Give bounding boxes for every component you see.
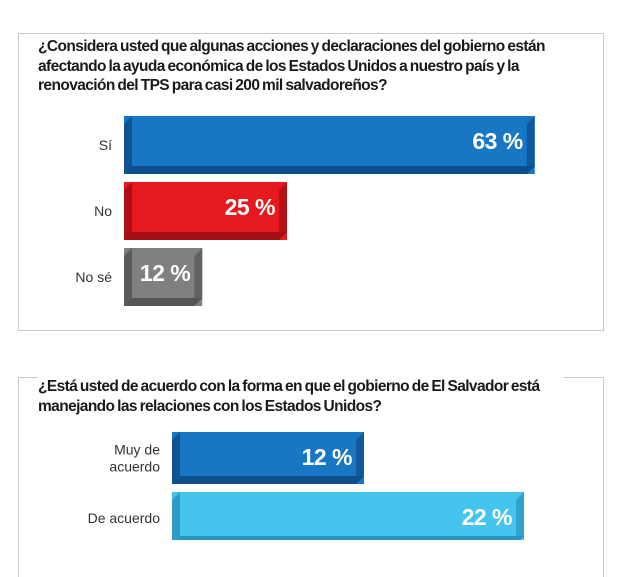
bar-side-2-1 <box>172 432 180 484</box>
bar-floor-1-1 <box>124 166 535 174</box>
bar-end-1-2 <box>279 182 287 240</box>
question-1-title: ¿Considera usted que algunas acciones y … <box>38 37 579 96</box>
value-label-1-3: 12 % <box>140 260 190 286</box>
category-label-line: Muy de <box>114 442 160 458</box>
bar-2-2 <box>172 492 524 540</box>
bar-side-2-2 <box>172 492 180 540</box>
category-label-line: acuerdo <box>109 459 160 475</box>
value-label-1-2: 25 % <box>225 194 275 220</box>
bar-end-2-2 <box>516 492 524 540</box>
bar-end-2-1 <box>356 432 364 484</box>
bar-end-1-1 <box>526 116 535 174</box>
category-label-1-1: Sí <box>99 137 112 153</box>
category-label-line: Sí <box>99 137 112 153</box>
bar-charts: 63 % Sí 25 % No 12 % No sé 12 % Muy de acuerdo 22… <box>75 116 535 540</box>
question-2-title: ¿Está usted de acuerdo con la forma en q… <box>38 377 564 416</box>
category-label-line: De acuerdo <box>88 510 161 526</box>
bar-end-1-3 <box>194 248 203 306</box>
category-label-1-2: No <box>94 203 112 219</box>
category-label-1-3: No sé <box>75 269 112 285</box>
category-label-2-1: Muy de acuerdo <box>109 442 160 475</box>
value-label-2-1: 12 % <box>302 444 352 470</box>
bar-1-3 <box>124 248 203 306</box>
bar-side-1-2 <box>124 182 132 240</box>
bar-floor-1-3 <box>124 298 203 306</box>
bar-1-1 <box>124 116 535 174</box>
value-label-2-2: 22 % <box>462 504 512 530</box>
bar-floor-1-2 <box>124 232 287 240</box>
category-label-line: No <box>94 203 112 219</box>
bar-floor-2-1 <box>172 476 364 484</box>
category-label-line: No sé <box>75 269 112 285</box>
value-label-1-1: 63 % <box>472 128 522 154</box>
bar-floor-2-2 <box>176 536 524 540</box>
bar-1-2 <box>124 182 287 240</box>
category-label-2-2: De acuerdo <box>88 510 161 526</box>
bar-side-1-1 <box>124 116 132 174</box>
bar-side-1-3 <box>124 248 132 306</box>
bar-2-1 <box>172 432 364 484</box>
